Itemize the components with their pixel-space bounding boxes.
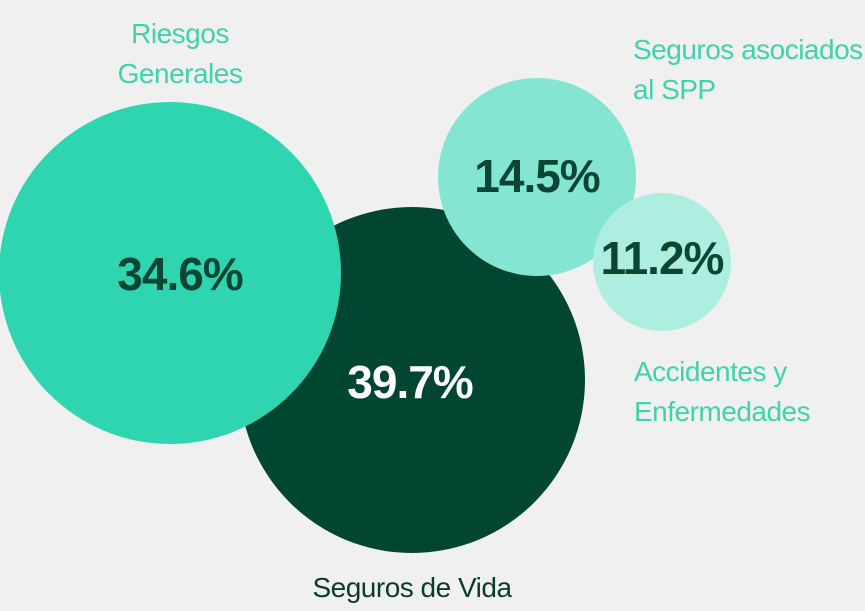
bubble — [438, 78, 636, 276]
category-label: Seguros asociados al SPP — [633, 34, 863, 105]
value-label: 11.2% — [601, 232, 724, 284]
category-label: Riesgos Generales — [117, 18, 243, 89]
value-label: 14.5% — [474, 150, 600, 202]
value-label: 34.6% — [117, 248, 243, 300]
bubble — [0, 102, 341, 444]
bubble — [593, 193, 731, 331]
value-label: 39.7% — [347, 356, 473, 408]
category-label: Seguros de Vida — [312, 572, 512, 603]
category-label: Accidentes y Enfermedades — [634, 356, 811, 427]
